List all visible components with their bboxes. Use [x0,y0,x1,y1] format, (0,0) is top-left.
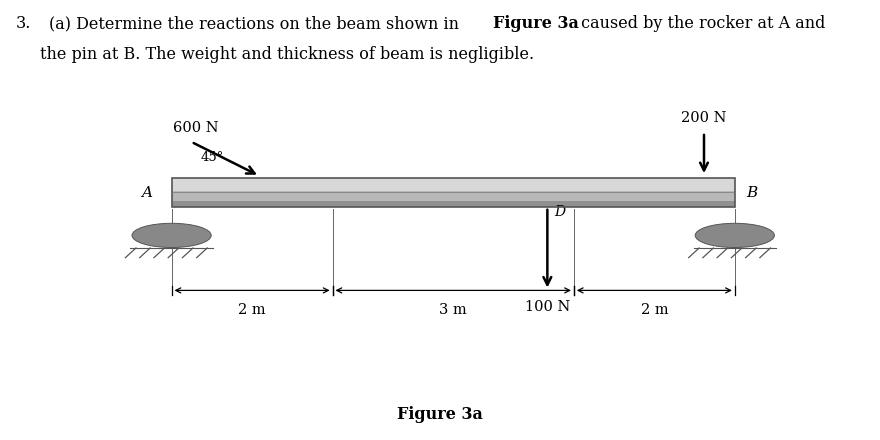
Text: 600 N: 600 N [172,121,218,135]
Ellipse shape [695,223,774,247]
Text: caused by the rocker at A and: caused by the rocker at A and [576,15,825,33]
Text: D: D [554,205,566,219]
Text: 100 N: 100 N [524,300,570,314]
Text: 3 m: 3 m [439,303,467,317]
Text: Figure 3a: Figure 3a [397,406,483,423]
Text: 200 N: 200 N [681,111,727,125]
Ellipse shape [132,223,211,247]
Bar [172,178,735,191]
Text: A: A [142,186,152,199]
Text: (a) Determine the reactions on the beam shown in: (a) Determine the reactions on the beam … [49,15,465,33]
Text: the pin at B. The weight and thickness of beam is negligible.: the pin at B. The weight and thickness o… [40,46,535,63]
Text: B: B [746,186,758,199]
Text: Figure 3a: Figure 3a [493,15,579,33]
Bar [172,201,735,207]
Bar [172,191,735,202]
Text: 3.: 3. [16,15,31,33]
Bar [172,178,735,207]
Text: 2 m: 2 m [641,303,668,317]
Text: 45°: 45° [201,150,224,164]
Text: 2 m: 2 m [238,303,266,317]
